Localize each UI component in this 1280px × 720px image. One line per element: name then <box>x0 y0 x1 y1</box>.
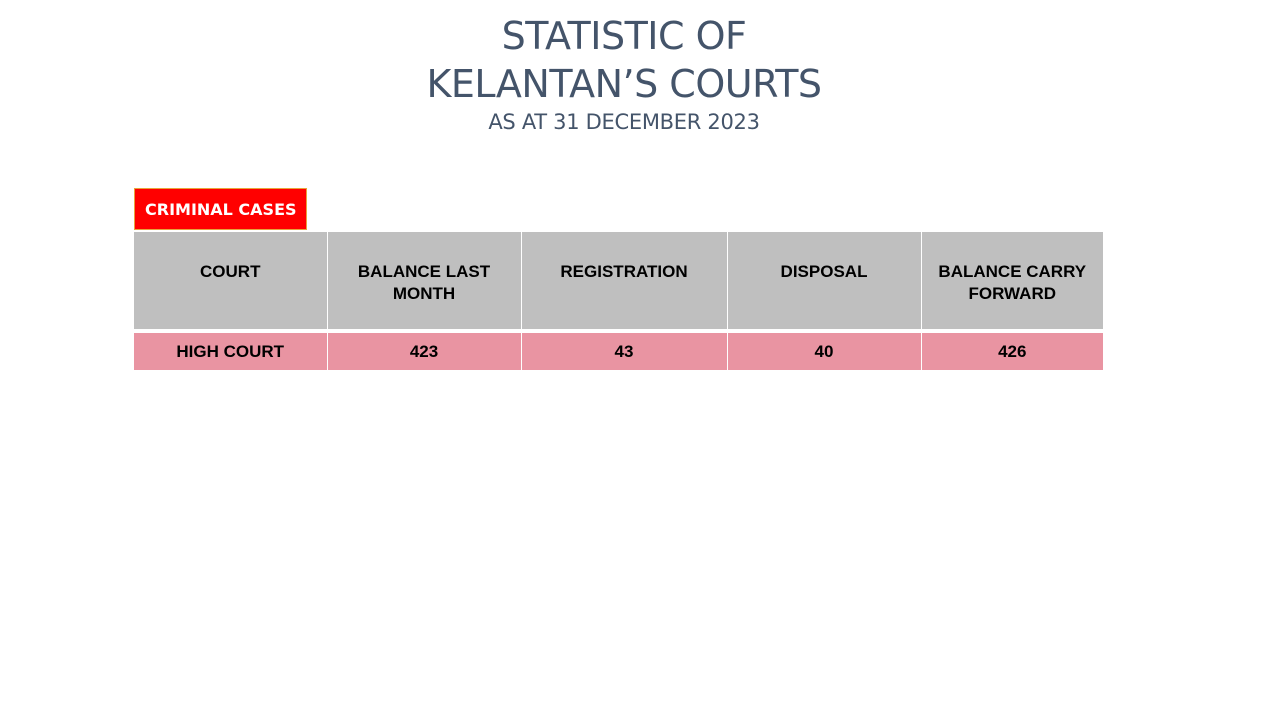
subtitle: AS AT 31 DECEMBER 2023 <box>488 110 760 134</box>
statistics-table: COURT BALANCE LAST MONTH REGISTRATION DI… <box>134 232 1103 370</box>
title-line-2: KELANTAN’S COURTS <box>426 62 822 106</box>
table-header-row: COURT BALANCE LAST MONTH REGISTRATION DI… <box>134 232 1103 329</box>
table-spacer <box>134 329 1103 333</box>
cell-disposal: 40 <box>727 333 922 370</box>
title-block: STATISTIC OF KELANTAN’S COURTS AS AT 31 … <box>0 12 1248 138</box>
cell-registration: 43 <box>521 333 728 370</box>
column-header-court: COURT <box>134 232 328 329</box>
cell-balance-last-month: 423 <box>327 333 522 370</box>
column-header-disposal: DISPOSAL <box>727 232 922 329</box>
column-header-balance-last-month: BALANCE LAST MONTH <box>327 232 522 329</box>
column-header-registration: REGISTRATION <box>521 232 728 329</box>
criminal-cases-tag: CRIMINAL CASES <box>134 188 307 230</box>
title-line-1: STATISTIC OF <box>501 14 747 58</box>
table-row: HIGH COURT 423 43 40 426 <box>134 333 1103 370</box>
column-header-balance-carry-forward: BALANCE CARRY FORWARD <box>921 232 1103 329</box>
spacer-cell <box>134 329 1103 333</box>
cell-court: HIGH COURT <box>134 333 328 370</box>
cell-balance-carry-forward: 426 <box>921 333 1103 370</box>
